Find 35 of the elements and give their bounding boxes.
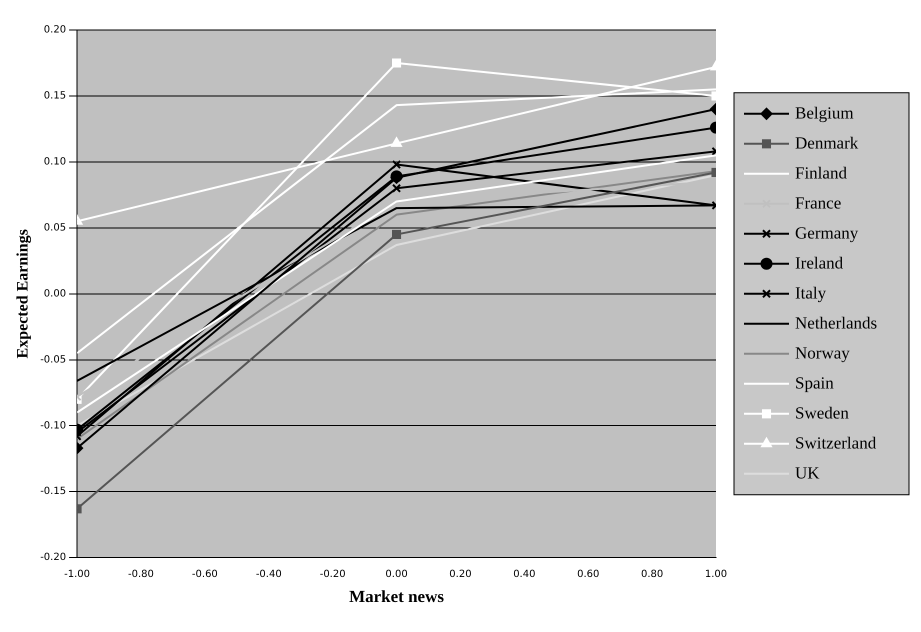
y-tick-label: -0.15 — [40, 486, 66, 498]
y-tick-label: -0.05 — [40, 354, 66, 366]
y-tick-label: -0.10 — [40, 420, 66, 432]
legend-label: Belgium — [795, 103, 854, 122]
x-tick-label: 0.00 — [385, 569, 408, 580]
legend-label: Denmark — [795, 133, 859, 152]
y-axis-title: Expected Earnings — [14, 229, 32, 358]
legend-label: Italy — [795, 283, 827, 302]
x-tick-label: 0.20 — [449, 569, 472, 580]
legend-label: Switzerland — [795, 433, 877, 452]
legend-label: Ireland — [795, 253, 844, 272]
legend-label: Netherlands — [795, 313, 878, 332]
legend-label: Germany — [795, 223, 859, 242]
x-tick-label: -0.80 — [128, 569, 154, 580]
x-axis-title: Market news — [349, 587, 444, 606]
x-tick-label: -1.00 — [64, 569, 90, 580]
legend-label: Norway — [795, 343, 850, 362]
legend-label: Sweden — [795, 403, 850, 422]
x-tick-label: -0.20 — [320, 569, 346, 580]
x-tick-label: -0.60 — [192, 569, 218, 580]
x-tick-label: 0.80 — [640, 569, 664, 580]
y-tick-label: -0.20 — [40, 552, 66, 564]
y-tick-label: 0.15 — [44, 90, 66, 102]
x-tick-label: 0.40 — [513, 569, 536, 580]
y-tick-label: 0.00 — [44, 288, 66, 300]
legend-label: Finland — [795, 163, 848, 182]
x-tick-label: 0.60 — [577, 569, 600, 580]
y-tick-label: 0.05 — [44, 222, 66, 234]
x-tick-label: -0.40 — [256, 569, 282, 580]
y-tick-label: 0.20 — [44, 24, 66, 36]
x-tick-label: 1.00 — [704, 569, 728, 580]
legend-label: Spain — [795, 373, 834, 392]
legend-label: France — [795, 193, 842, 212]
y-tick-label: 0.10 — [44, 156, 66, 168]
legend-label: UK — [795, 463, 820, 482]
